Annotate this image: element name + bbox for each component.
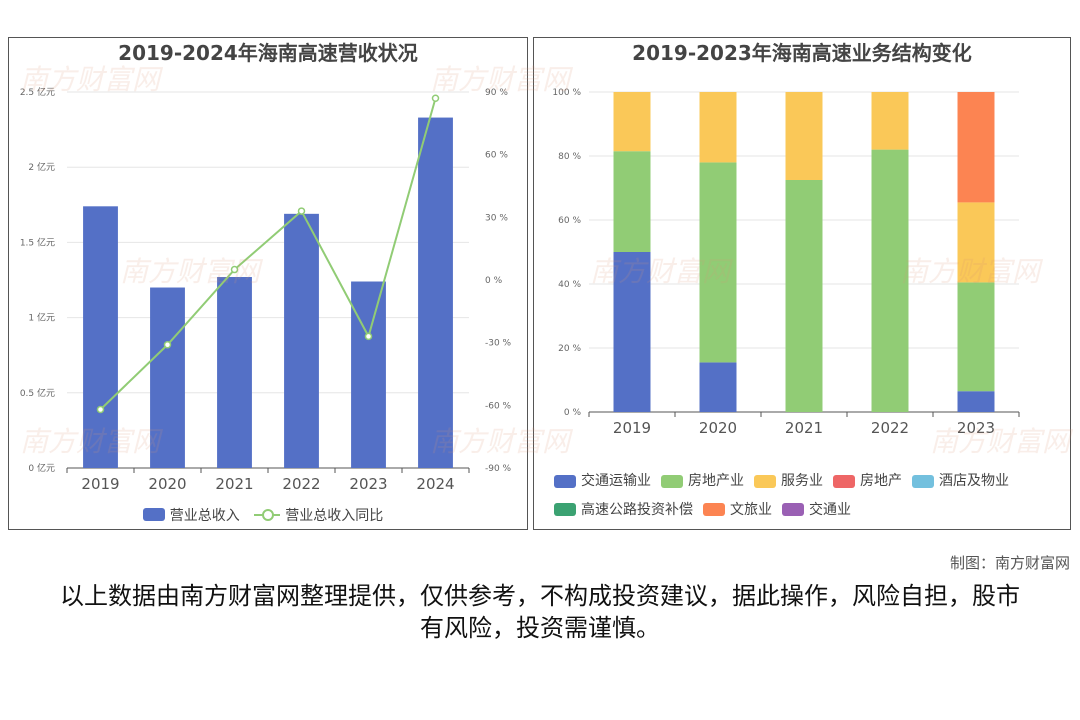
- legend-item[interactable]: 服务业: [754, 468, 823, 494]
- x-tick-label: 2022: [282, 475, 320, 493]
- legend-label: 交通业: [809, 501, 851, 518]
- legend-item-revenue-yoy[interactable]: 营业总收入同比: [254, 505, 383, 525]
- revenue-bar: [83, 206, 118, 468]
- y2-tick-label: 30 %: [485, 213, 508, 223]
- legend-swatch: [833, 474, 855, 488]
- stack-segment-交通运输业: [613, 252, 651, 412]
- legend-label: 酒店及物业: [939, 473, 1009, 489]
- x-tick-label: 2021: [215, 475, 253, 493]
- revenue-yoy-point: [297, 207, 306, 215]
- stack-segment-文旅业: [957, 92, 995, 203]
- stack-segment-服务业: [613, 92, 651, 152]
- y-tick-label: 2 亿元: [28, 161, 55, 173]
- x-tick-label: 2019: [81, 475, 119, 493]
- y-tick-label: 0 %: [564, 408, 582, 418]
- y-tick-label: 0.5 亿元: [20, 387, 55, 399]
- legend-swatch: [703, 503, 725, 516]
- business-structure-chart-panel: 2019-2023年海南高速业务结构变化 0 % 20 % 40 % 60 % 80 %…: [533, 37, 1071, 530]
- stack-segment-交通运输业: [699, 362, 737, 412]
- y-tick-label: 60 %: [558, 216, 581, 226]
- stack-segment-服务业: [699, 92, 737, 163]
- revenue-bar: [217, 276, 252, 468]
- legend-label-revenue-yoy: 营业总收入同比: [285, 507, 384, 524]
- legend-swatch: [912, 474, 934, 488]
- legend-label-revenue: 营业总收入: [169, 507, 240, 524]
- legend-item[interactable]: 交通业: [782, 497, 851, 523]
- legend-item[interactable]: 高速公路投资补偿: [554, 497, 693, 523]
- legend-swatch: [782, 503, 804, 516]
- x-tick-label: 2022: [871, 419, 909, 437]
- business-structure-chart-svg: 0 % 20 % 40 % 60 % 80 % 100 % 2019 2020 2021 2022…: [552, 88, 1020, 437]
- y-tick-label: 80 %: [558, 152, 581, 162]
- stack-segment-房地产业: [699, 162, 737, 363]
- x-tick-label: 2021: [785, 419, 823, 437]
- revenue-chart-svg: 0 亿元 0.5 亿元 1 亿元 1.5 亿元 2 亿元 2.5 亿元 -90 % -60 %…: [20, 86, 512, 493]
- legend-label: 房地产: [860, 473, 902, 489]
- x-tick-label: 2020: [699, 419, 737, 437]
- revenue-bar: [150, 287, 185, 468]
- stack-segment-房地产业: [871, 149, 909, 412]
- revenue-bar: [351, 281, 386, 468]
- legend-label: 房地产业: [688, 473, 744, 489]
- revenue-chart-panel: 2019-2024年海南高速营收状况 0 亿元 0.5 亿元 1 亿元 1.5 亿元 2…: [8, 37, 528, 530]
- business-structure-legend: 交通运输业 房地产业 服务业 房地产 酒店及物业高速公路投资补偿 文旅业 交通业: [554, 468, 1070, 525]
- revenue-bar: [418, 117, 453, 469]
- x-tick-label: 2023: [349, 475, 387, 493]
- legend-label: 交通运输业: [581, 473, 651, 489]
- stack-segment-房地产业: [613, 151, 651, 252]
- revenue-yoy-point: [431, 94, 440, 103]
- legend-item[interactable]: 房地产业: [661, 468, 744, 494]
- y2-tick-label: -90 %: [485, 464, 512, 474]
- y2-tick-label: 60 %: [485, 151, 508, 161]
- legend-label: 文旅业: [730, 501, 772, 518]
- legend-item[interactable]: 房地产: [833, 468, 902, 494]
- x-tick-label: 2024: [416, 475, 454, 493]
- legend-swatch: [754, 474, 776, 488]
- y2-tick-label: -60 %: [485, 401, 512, 411]
- legend-swatch: [661, 474, 683, 488]
- x-tick-label: 2019: [613, 419, 651, 437]
- legend-item[interactable]: 交通运输业: [554, 468, 651, 494]
- legend-label: 服务业: [781, 473, 823, 489]
- business-structure-chart-title: 2019-2023年海南高速业务结构变化: [632, 41, 972, 65]
- revenue-chart-title: 2019-2024年海南高速营收状况: [118, 41, 418, 65]
- stack-segment-房地产业: [785, 180, 823, 412]
- y-tick-label: 100 %: [552, 88, 581, 98]
- legend-item[interactable]: 文旅业: [703, 497, 772, 523]
- x-tick-label: 2020: [148, 475, 186, 493]
- y-tick-label: 0 亿元: [28, 462, 55, 474]
- stack-segment-服务业: [785, 92, 823, 180]
- stack-segment-交通运输业: [957, 391, 995, 412]
- legend-item-revenue[interactable]: 营业总收入: [142, 505, 240, 525]
- y2-tick-label: 90 %: [485, 88, 508, 98]
- y2-tick-label: -30 %: [485, 339, 512, 349]
- legend-swatch-revenue: [142, 508, 165, 521]
- revenue-bar: [284, 213, 319, 468]
- stack-segment-服务业: [871, 92, 909, 150]
- y2-tick-label: 0 %: [485, 276, 503, 286]
- legend-item[interactable]: 酒店及物业: [912, 468, 1009, 494]
- revenue-yoy-point: [163, 341, 172, 349]
- stack-segment-房地产业: [957, 282, 995, 392]
- revenue-yoy-point: [364, 332, 373, 341]
- stack-segment-服务业: [957, 202, 995, 283]
- chart-credit: 制图：南方财富网: [949, 554, 1070, 572]
- legend-swatch: [554, 474, 576, 488]
- revenue-yoy-point: [96, 405, 105, 414]
- legend-swatch-revenue-yoy: [254, 508, 281, 521]
- y-tick-label: 40 %: [558, 280, 581, 290]
- revenue-yoy-line: [99, 97, 437, 411]
- legend-label: 高速公路投资补偿: [581, 501, 693, 518]
- y-tick-label: 20 %: [558, 344, 581, 354]
- y-tick-label: 1 亿元: [28, 312, 55, 324]
- revenue-yoy-point: [230, 265, 239, 274]
- x-tick-label: 2023: [957, 419, 995, 437]
- legend-swatch: [554, 503, 576, 516]
- y-tick-label: 2.5 亿元: [20, 86, 55, 98]
- y-tick-label: 1.5 亿元: [20, 236, 55, 248]
- revenue-chart-legend: 营业总收入 营业总收入同比: [9, 505, 527, 526]
- disclaimer-text: 以上数据由南方财富网整理提供，仅供参考，不构成投资建议，据此操作，风险自担，股市…: [60, 582, 1020, 642]
